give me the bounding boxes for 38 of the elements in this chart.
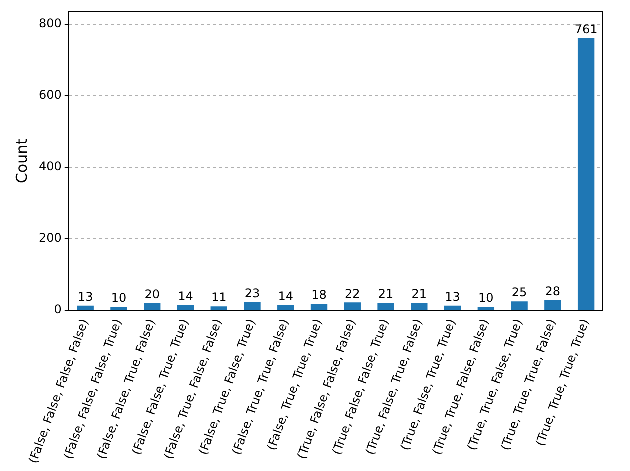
bar: [210, 306, 228, 310]
bar: [378, 303, 394, 310]
bar: [444, 306, 462, 310]
data-label: 10: [111, 291, 127, 306]
y-tick-label: 600: [39, 88, 62, 102]
data-label: 10: [478, 291, 494, 306]
bar: [411, 303, 428, 310]
data-label: 21: [412, 287, 428, 302]
y-axis-title: Count: [12, 138, 31, 184]
data-label: 18: [312, 288, 327, 302]
bar: [77, 306, 94, 310]
bar: [110, 306, 128, 310]
bar: [177, 306, 194, 310]
data-label: 20: [144, 288, 160, 302]
data-label: 21: [378, 287, 394, 302]
bar: [310, 304, 328, 310]
bar: [478, 306, 495, 310]
data-label: 11: [211, 290, 227, 305]
bar: [278, 306, 294, 310]
bar: [544, 300, 562, 310]
bar: [511, 302, 528, 310]
data-label: 13: [78, 290, 94, 304]
data-label: 13: [445, 290, 460, 304]
bar: [244, 302, 261, 310]
bar: [578, 38, 595, 310]
data-label: 25: [512, 286, 528, 300]
data-label: 761: [574, 22, 598, 37]
bar: [144, 303, 161, 310]
data-label: 14: [278, 290, 294, 304]
y-tick-label: 200: [39, 231, 62, 246]
data-label: 23: [244, 286, 260, 300]
bar: [344, 302, 361, 310]
data-label: 28: [545, 284, 561, 299]
y-tick-label: 400: [39, 160, 62, 174]
data-label: 22: [345, 286, 360, 301]
y-tick-label: 0: [54, 302, 62, 317]
data-label: 14: [178, 290, 194, 304]
y-tick-label: 800: [39, 16, 62, 31]
